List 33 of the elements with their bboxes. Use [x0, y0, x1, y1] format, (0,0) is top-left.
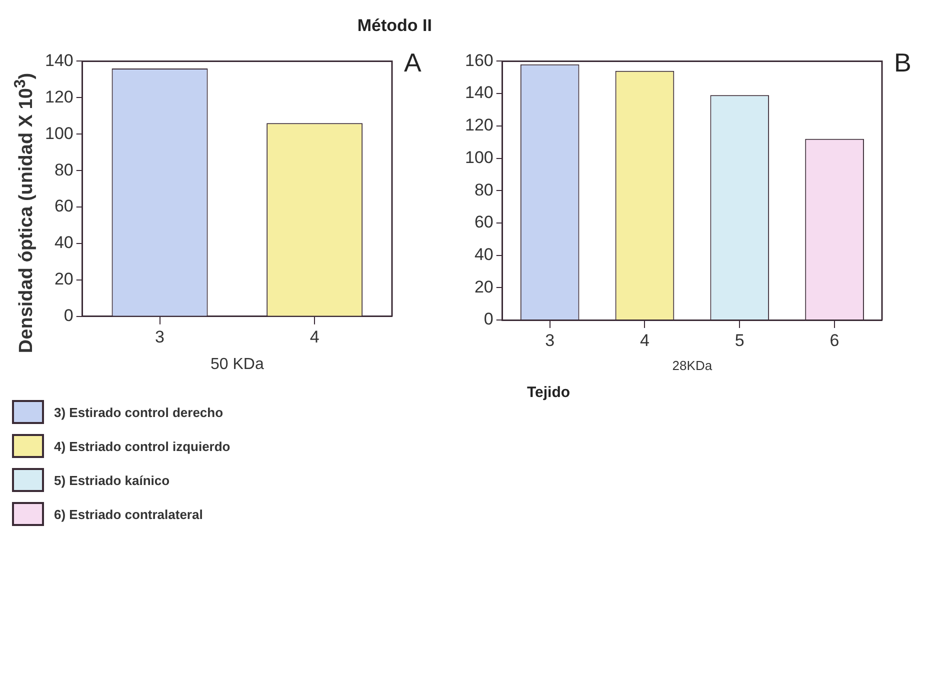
y-tick-label: 100	[44, 124, 74, 143]
y-tick-label: 40	[54, 233, 74, 252]
x-tick-label: 3	[545, 330, 555, 350]
x-axis-title: 28KDa	[672, 358, 713, 373]
y-tick-label: 0	[64, 306, 74, 326]
text: B	[894, 47, 912, 78]
x-tick-label: 4	[640, 330, 650, 350]
y-tick-label: 120	[44, 87, 74, 106]
text: A	[404, 47, 422, 78]
y-tick-label: 60	[54, 196, 74, 216]
y-tick-label: 20	[54, 270, 74, 289]
legend-label: 4) Estriado control izquierdo	[54, 438, 230, 454]
x-axis-title: 50 KDa	[210, 356, 264, 373]
y-tick-label: 0	[484, 310, 494, 329]
y-tick-label: 120	[464, 116, 494, 135]
chart-title: Método II	[357, 16, 432, 35]
y-tick-label: 100	[464, 148, 494, 167]
text: Tejido	[526, 384, 570, 401]
y-tick-label: 140	[44, 50, 74, 70]
y-tick-label: 140	[464, 83, 494, 102]
y-tick-label: 20	[474, 277, 494, 296]
x-tick-label: 5	[734, 330, 744, 350]
y-tick-label: 60	[474, 212, 494, 232]
x-tick-label: 3	[155, 327, 165, 346]
y-tick-label: 40	[474, 244, 494, 264]
legend-label: 3) Estirado control derecho	[54, 404, 224, 420]
x-tick-label: 4	[310, 327, 320, 346]
legend-label: 5) Estriado kaínico	[54, 472, 170, 488]
y-tick-label: 160	[464, 50, 494, 70]
x-tick-label: 6	[830, 330, 840, 350]
y-tick-label: 80	[54, 160, 74, 180]
legend-label: 6) Estriado contralateral	[54, 506, 203, 522]
y-tick-label: 80	[474, 180, 494, 200]
